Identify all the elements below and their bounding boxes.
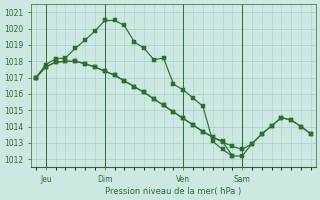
X-axis label: Pression niveau de la mer( hPa ): Pression niveau de la mer( hPa )	[105, 187, 242, 196]
